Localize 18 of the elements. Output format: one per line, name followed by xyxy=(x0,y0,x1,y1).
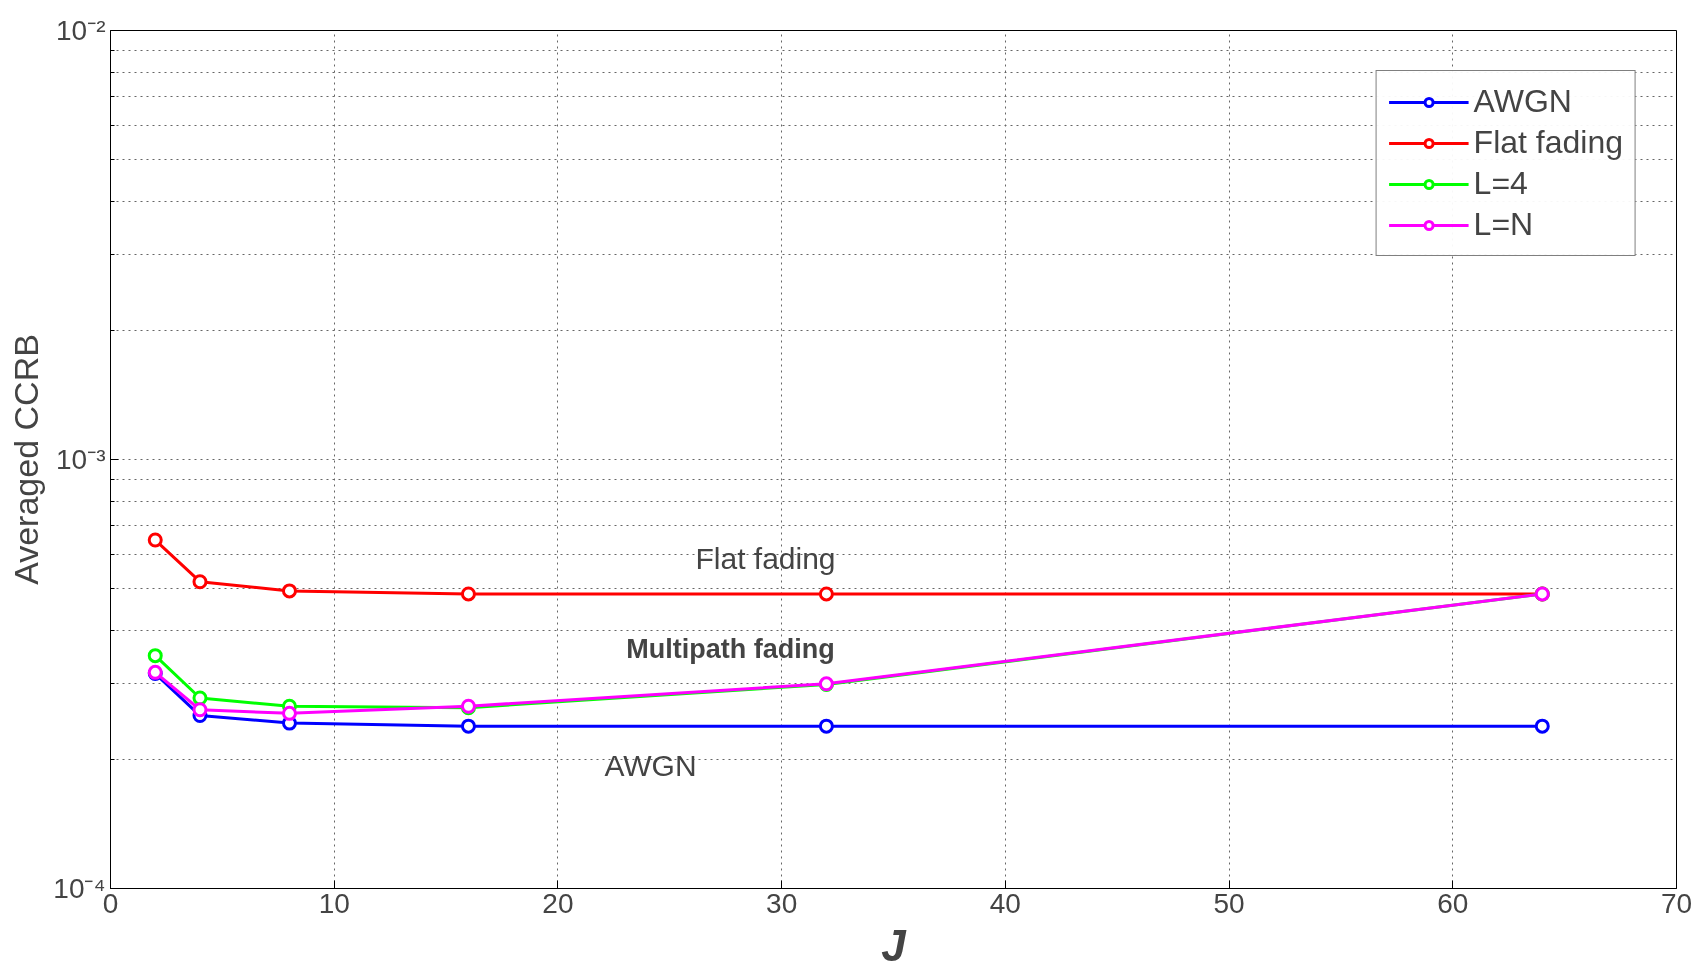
x-tick-label: 20 xyxy=(542,887,574,919)
annotation: AWGN xyxy=(604,749,697,782)
legend-label: L=4 xyxy=(1473,165,1528,202)
x-axis-title: J xyxy=(881,920,908,970)
annotation: Flat fading xyxy=(695,542,836,575)
x-tick-label: 10 xyxy=(318,887,350,919)
legend-label: L=N xyxy=(1473,206,1534,243)
x-tick-label: 40 xyxy=(989,887,1021,919)
y-tick-label: 10⁻² xyxy=(56,15,106,46)
x-tick-label: 50 xyxy=(1213,887,1245,919)
annotation: Multipath fading xyxy=(626,633,835,664)
y-axis-title: Averaged CCRB xyxy=(7,334,46,585)
legend-label: Flat fading xyxy=(1473,124,1623,161)
x-tick-label: 30 xyxy=(766,887,798,919)
x-tick-label: 60 xyxy=(1437,887,1469,919)
y-tick-label: 10⁻³ xyxy=(56,444,106,475)
x-tick-label: 70 xyxy=(1660,887,1693,919)
legend-label: AWGN xyxy=(1473,83,1572,120)
